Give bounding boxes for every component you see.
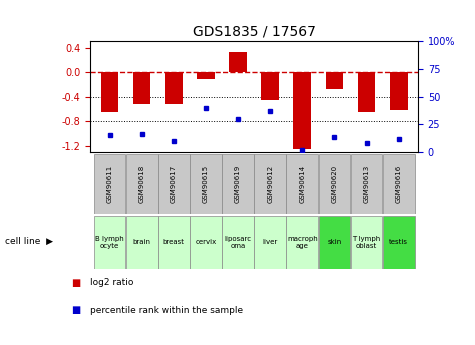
Text: GSM90617: GSM90617: [171, 165, 177, 203]
Text: brain: brain: [133, 239, 151, 245]
Text: GSM90620: GSM90620: [332, 165, 337, 203]
Text: GSM90619: GSM90619: [235, 165, 241, 203]
Text: breast: breast: [163, 239, 185, 245]
Bar: [319, 154, 351, 214]
Bar: [254, 216, 286, 269]
Text: T lymph
oblast: T lymph oblast: [352, 236, 381, 249]
Bar: [197, 72, 215, 79]
Bar: [294, 72, 311, 149]
Bar: [165, 72, 182, 104]
Bar: [222, 154, 254, 214]
Bar: [222, 216, 254, 269]
Text: GSM90611: GSM90611: [106, 165, 113, 203]
Bar: [358, 72, 375, 112]
Bar: [261, 72, 279, 100]
Text: macroph
age: macroph age: [287, 236, 318, 249]
Bar: [286, 154, 318, 214]
Bar: [94, 154, 125, 214]
Text: liposarc
oma: liposarc oma: [225, 236, 252, 249]
Bar: [286, 216, 318, 269]
Text: ■: ■: [71, 306, 80, 315]
Bar: [319, 216, 351, 269]
Text: liver: liver: [263, 239, 278, 245]
Bar: [133, 72, 151, 104]
Text: testis: testis: [389, 239, 408, 245]
Title: GDS1835 / 17567: GDS1835 / 17567: [193, 25, 315, 39]
Bar: [94, 216, 125, 269]
Bar: [126, 216, 158, 269]
Text: ■: ■: [71, 278, 80, 288]
Bar: [351, 216, 382, 269]
Bar: [158, 154, 190, 214]
Bar: [190, 216, 222, 269]
Bar: [326, 72, 343, 89]
Text: GSM90614: GSM90614: [299, 165, 305, 203]
Bar: [101, 72, 118, 112]
Bar: [254, 154, 286, 214]
Bar: [383, 216, 415, 269]
Text: GSM90612: GSM90612: [267, 165, 273, 203]
Bar: [390, 72, 408, 110]
Text: cell line  ▶: cell line ▶: [5, 237, 53, 246]
Bar: [158, 216, 190, 269]
Text: GSM90618: GSM90618: [139, 165, 145, 203]
Text: GSM90615: GSM90615: [203, 165, 209, 203]
Text: skin: skin: [327, 239, 342, 245]
Bar: [190, 154, 222, 214]
Bar: [126, 154, 158, 214]
Text: GSM90616: GSM90616: [396, 165, 402, 203]
Text: cervix: cervix: [195, 239, 217, 245]
Text: GSM90613: GSM90613: [363, 165, 370, 203]
Bar: [383, 154, 415, 214]
Bar: [351, 154, 382, 214]
Text: log2 ratio: log2 ratio: [90, 278, 133, 287]
Bar: [229, 52, 247, 72]
Text: B lymph
ocyte: B lymph ocyte: [95, 236, 124, 249]
Text: percentile rank within the sample: percentile rank within the sample: [90, 306, 243, 315]
